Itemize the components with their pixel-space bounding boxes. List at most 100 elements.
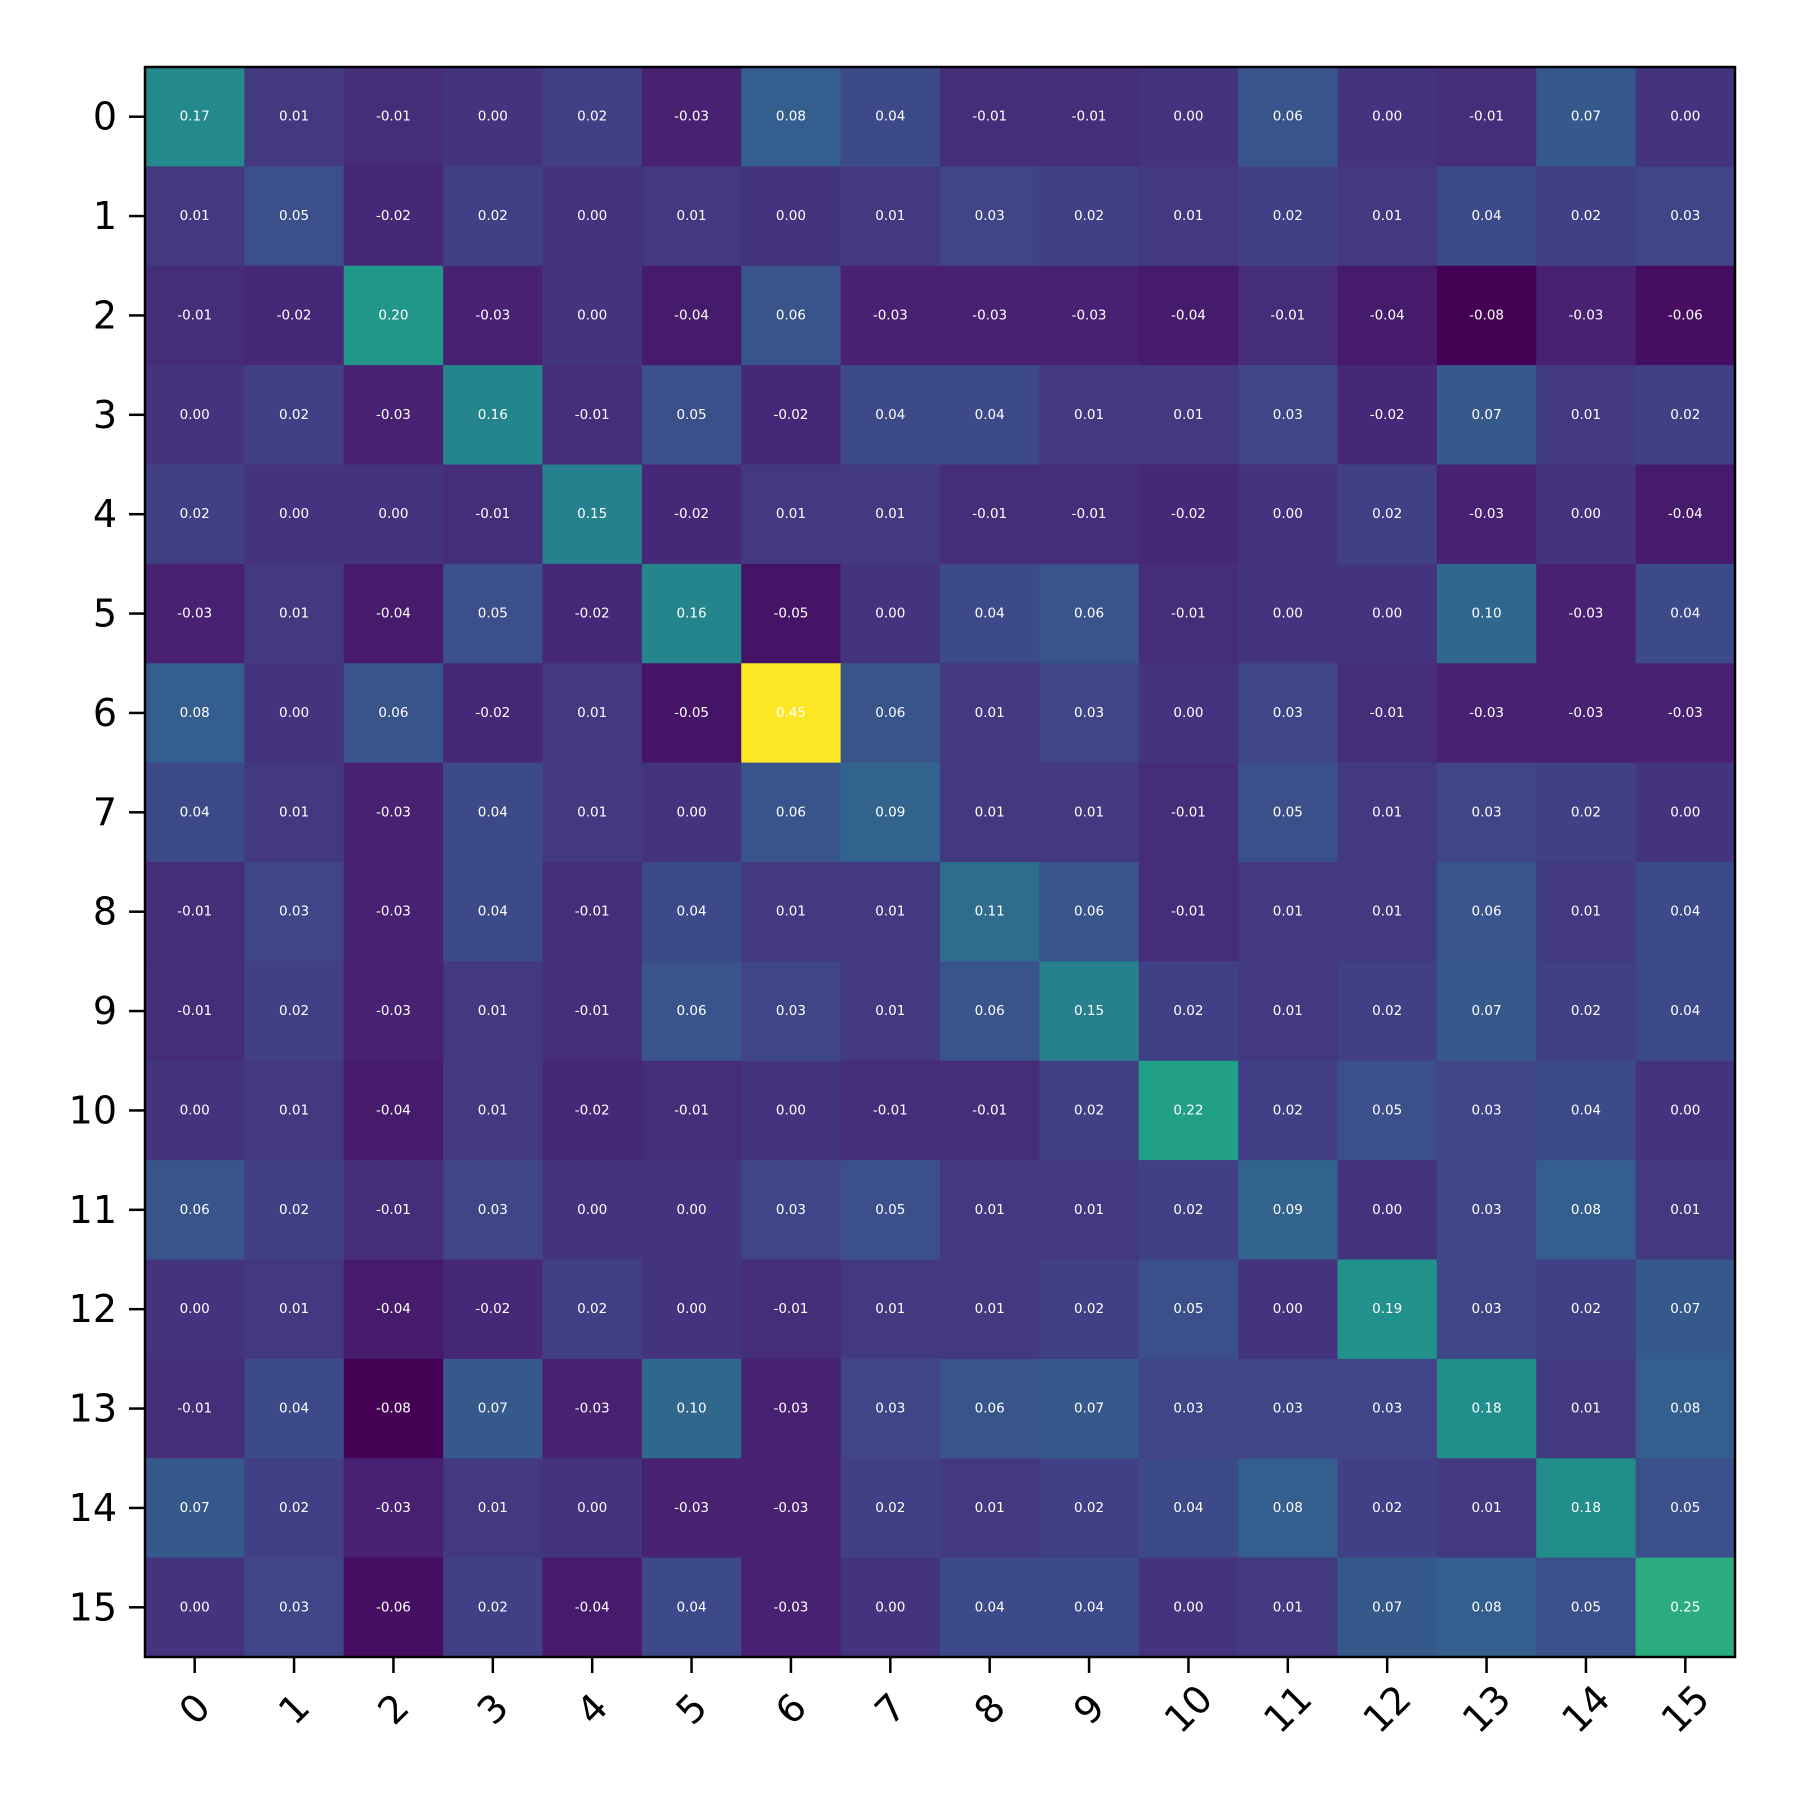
heatmap-cell-11-1: [244, 1160, 345, 1260]
cell-value-label: 0.07: [1074, 1401, 1104, 1417]
heatmap-cell-0-9: [1039, 67, 1140, 167]
cell-value-label: -0.03: [1668, 705, 1703, 721]
cell-value-label: 0.00: [577, 1202, 607, 1218]
heatmap-cell-7-13: [1436, 762, 1537, 863]
cell-value-label: -0.04: [1171, 307, 1206, 323]
cell-value-label: 0.01: [1372, 804, 1402, 820]
cell-value-label: -0.08: [1469, 307, 1504, 323]
cell-value-label: 0.06: [975, 1003, 1005, 1019]
heatmap-cell-0-13: [1436, 67, 1537, 167]
cell-value-label: -0.03: [376, 407, 411, 423]
heatmap-cell-6-6: [741, 663, 842, 764]
heatmap-cell-7-4: [542, 762, 643, 863]
heatmap-cell-2-6: [741, 265, 842, 366]
cell-value-label: -0.04: [1668, 506, 1703, 522]
y-tick-label: 3: [93, 393, 117, 437]
cell-value-label: -0.02: [1171, 506, 1206, 522]
cell-value-label: 0.00: [1273, 506, 1303, 522]
heatmap-cell-9-13: [1436, 961, 1537, 1062]
heatmap-cell-6-10: [1138, 663, 1239, 764]
cell-value-label: 0.02: [279, 407, 309, 423]
heatmap-cell-13-0: [145, 1358, 245, 1459]
heatmap-cell-2-1: [244, 265, 345, 366]
heatmap-cell-4-13: [1436, 464, 1537, 565]
heatmap-cell-8-9: [1039, 862, 1140, 962]
cell-value-label: 0.02: [1571, 804, 1601, 820]
y-tick-label: 1: [93, 194, 117, 238]
heatmap-cell-12-4: [542, 1259, 643, 1360]
y-tick-label: 0: [93, 95, 117, 139]
cell-value-label: -0.03: [674, 1500, 709, 1516]
heatmap-cell-0-1: [244, 67, 345, 167]
heatmap-cell-9-15: [1635, 961, 1736, 1062]
heatmap-cell-11-7: [840, 1160, 941, 1260]
cell-value-label: 0.01: [1173, 407, 1203, 423]
heatmap-cell-13-4: [542, 1358, 643, 1459]
cell-value-label: 0.07: [1571, 109, 1601, 125]
heatmap-cell-3-14: [1536, 365, 1637, 465]
heatmap-cell-12-0: [145, 1259, 245, 1360]
heatmap-cell-6-4: [542, 663, 643, 764]
cell-value-label: 0.01: [875, 506, 905, 522]
cell-value-label: -0.02: [376, 208, 411, 224]
heatmap-cell-15-6: [741, 1557, 842, 1658]
heatmap-cell-6-3: [443, 663, 543, 764]
cell-value-label: 0.05: [1372, 1102, 1402, 1118]
heatmap-cell-1-3: [443, 166, 543, 267]
cell-value-label: 0.00: [875, 606, 905, 622]
heatmap-cell-13-15: [1635, 1358, 1736, 1459]
cell-value-label: 0.03: [1472, 804, 1502, 820]
cell-value-label: 0.05: [1173, 1301, 1203, 1317]
cell-value-label: -0.02: [1370, 407, 1405, 423]
cell-value-label: 0.03: [1273, 1401, 1303, 1417]
heatmap-cell-10-10: [1138, 1060, 1239, 1161]
x-tick-label: 2: [369, 1685, 417, 1733]
cell-value-label: 0.01: [875, 1003, 905, 1019]
cell-value-label: -0.03: [376, 904, 411, 920]
cell-value-label: 0.00: [1273, 1301, 1303, 1317]
heatmap-cell-10-13: [1436, 1060, 1537, 1161]
heatmap-cell-15-15: [1635, 1557, 1736, 1658]
heatmap-cell-11-2: [343, 1160, 444, 1260]
cell-value-label: -0.01: [1072, 109, 1107, 125]
cell-value-label: 0.01: [478, 1102, 508, 1118]
heatmap-cell-5-12: [1337, 563, 1438, 664]
heatmap-cell-1-2: [343, 166, 444, 267]
heatmap-cell-11-12: [1337, 1160, 1438, 1260]
x-tick-label: 11: [1255, 1676, 1320, 1741]
cell-value-label: 0.16: [478, 407, 508, 423]
cell-value-label: 0.00: [1273, 606, 1303, 622]
heatmap-cell-0-2: [343, 67, 444, 167]
heatmap-cell-15-13: [1436, 1557, 1537, 1658]
cell-value-label: 0.07: [1372, 1599, 1402, 1615]
x-tick-label: 4: [568, 1685, 616, 1733]
cell-value-label: 0.16: [677, 606, 707, 622]
heatmap-cell-1-0: [145, 166, 245, 267]
heatmap-cell-10-15: [1635, 1060, 1736, 1161]
cell-value-label: 0.07: [1670, 1301, 1700, 1317]
cell-value-label: 0.00: [478, 109, 508, 125]
heatmap-cell-14-13: [1436, 1458, 1537, 1559]
cell-value-label: 0.01: [1571, 1401, 1601, 1417]
heatmap-cell-9-12: [1337, 961, 1438, 1062]
y-tick-label: 11: [69, 1188, 117, 1232]
heatmap-cell-0-4: [542, 67, 643, 167]
cell-value-label: 0.06: [875, 705, 905, 721]
heatmap-cell-7-9: [1039, 762, 1140, 863]
heatmap-cell-3-5: [641, 365, 742, 465]
cell-value-label: -0.05: [674, 705, 709, 721]
heatmap-cell-6-13: [1436, 663, 1537, 764]
heatmap-cell-2-10: [1138, 265, 1239, 366]
heatmap-cell-1-11: [1238, 166, 1338, 267]
cell-value-label: -0.04: [1370, 307, 1405, 323]
cell-value-label: -0.01: [177, 1401, 212, 1417]
y-tick-label: 12: [69, 1287, 117, 1331]
heatmap-cell-11-5: [641, 1160, 742, 1260]
cell-value-label: 0.02: [577, 1301, 607, 1317]
cell-value-label: 0.05: [1273, 804, 1303, 820]
cell-value-label: -0.01: [376, 1202, 411, 1218]
cell-value-label: 0.02: [1571, 1003, 1601, 1019]
heatmap-cell-9-4: [542, 961, 643, 1062]
heatmap-cell-1-7: [840, 166, 941, 267]
heatmap-cell-11-14: [1536, 1160, 1637, 1260]
